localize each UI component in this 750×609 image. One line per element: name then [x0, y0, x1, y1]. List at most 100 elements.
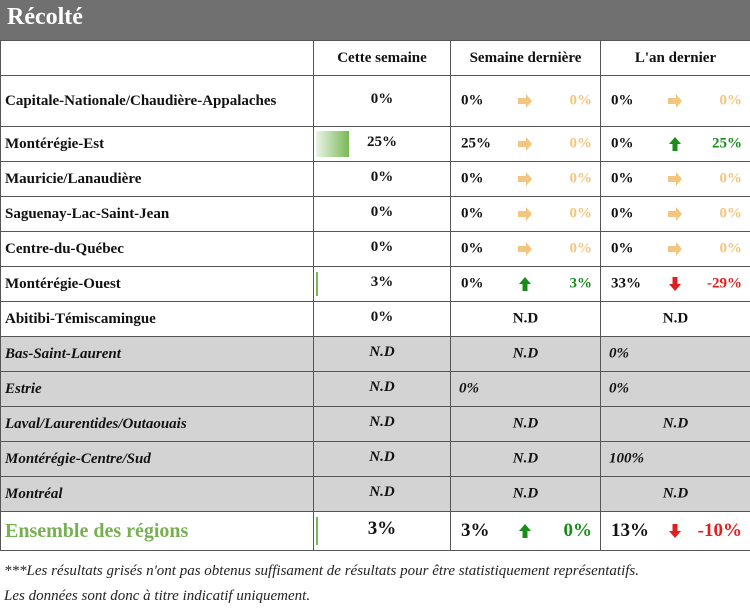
- right-arrow-icon: [518, 137, 532, 151]
- last-week-cell: 0% 0%: [450, 75, 601, 127]
- not-available-label: N.D: [662, 485, 689, 502]
- this-week-cell: N.D: [313, 336, 451, 372]
- region-name: Capitale-Nationale/Chaudière-Appalaches: [0, 75, 314, 127]
- this-week-value: 0%: [370, 238, 394, 255]
- progress-bar: [316, 517, 318, 545]
- change-value: 0%: [563, 520, 593, 541]
- this-week-value: 3%: [370, 273, 394, 290]
- region-name: Laval/Laurentides/Outaouais: [0, 406, 314, 442]
- table-row: Abitibi-Témiscamingue 0% N.D N.D: [0, 301, 750, 337]
- last-year-cell: N.D: [600, 476, 750, 512]
- up-arrow-icon: [669, 137, 681, 151]
- last-week-cell: 3% 0%: [450, 511, 601, 551]
- region-name: Estrie: [0, 371, 314, 407]
- total-row: Ensemble des régions 3% 3% 0% 13% -10%: [0, 511, 750, 551]
- change-value: 0%: [719, 170, 743, 187]
- table-row: Mauricie/Lanaudière 0% 0% 0% 0% 0%: [0, 161, 750, 197]
- last-year-cell: 0% 0%: [600, 196, 750, 232]
- page-header: Récolté: [0, 0, 750, 40]
- table-row: Centre-du-Québec 0% 0% 0% 0% 0%: [0, 231, 750, 267]
- last-year-cell: N.D: [600, 301, 750, 337]
- this-week-value: 25%: [367, 133, 397, 150]
- this-week-cell: 3%: [313, 266, 451, 302]
- last-year-cell: 33% -29%: [600, 266, 750, 302]
- right-arrow-icon: [518, 94, 532, 108]
- region-name: Bas-Saint-Laurent: [0, 336, 314, 372]
- harvest-table: Cette semaine Semaine dernière L'an dern…: [0, 40, 750, 551]
- previous-value: 0%: [611, 135, 634, 152]
- table-row: Estrie N.D 0% 0%: [0, 371, 750, 407]
- last-week-cell: N.D: [450, 441, 601, 477]
- table-row: Capitale-Nationale/Chaudière-Appalaches 0…: [0, 75, 750, 127]
- region-name: Ensemble des régions: [0, 511, 314, 551]
- previous-value: 0%: [611, 92, 634, 109]
- change-value: -10%: [697, 520, 742, 541]
- previous-value: 0%: [609, 380, 629, 397]
- progress-bar: [316, 131, 349, 157]
- region-name: Saguenay-Lac-Saint-Jean: [0, 196, 314, 232]
- last-week-cell: 0% 0%: [450, 196, 601, 232]
- previous-value: 25%: [461, 135, 491, 152]
- last-week-cell: 25% 0%: [450, 126, 601, 162]
- last-week-cell: N.D: [450, 301, 601, 337]
- last-year-cell: 0% 25%: [600, 126, 750, 162]
- previous-value: 0%: [461, 240, 484, 257]
- column-header-last-week: Semaine dernière: [450, 40, 601, 76]
- change-value: 0%: [569, 135, 593, 152]
- last-year-cell: 0%: [600, 371, 750, 407]
- this-week-cell: 0%: [313, 196, 451, 232]
- this-week-value: 0%: [370, 168, 394, 185]
- footnote-line-1: ***Les résultats grisés n'ont pas obtenu…: [4, 563, 640, 579]
- change-value: 0%: [569, 205, 593, 222]
- table-row: Laval/Laurentides/Outaouais N.D N.D N.D: [0, 406, 750, 442]
- change-value: 0%: [569, 170, 593, 187]
- last-year-cell: 0% 0%: [600, 231, 750, 267]
- previous-value: 0%: [611, 240, 634, 257]
- table-row: Bas-Saint-Laurent N.D N.D 0%: [0, 336, 750, 372]
- right-arrow-icon: [668, 94, 682, 108]
- previous-value: 0%: [611, 170, 634, 187]
- change-value: 0%: [719, 240, 743, 257]
- change-value: -29%: [707, 275, 742, 292]
- change-value: 0%: [719, 205, 743, 222]
- previous-value: 0%: [461, 205, 484, 222]
- right-arrow-icon: [668, 172, 682, 186]
- down-arrow-icon: [669, 277, 681, 291]
- table-row: Montérégie-Centre/Sud N.D N.D 100%: [0, 441, 750, 477]
- previous-value: 0%: [609, 345, 629, 362]
- previous-value: 0%: [611, 205, 634, 222]
- not-available-label: N.D: [512, 450, 539, 467]
- this-week-cell: 0%: [313, 231, 451, 267]
- this-week-cell: N.D: [313, 371, 451, 407]
- this-week-value: 0%: [370, 308, 394, 325]
- region-name: Montérégie-Est: [0, 126, 314, 162]
- previous-value: 0%: [459, 380, 479, 397]
- change-value: 25%: [712, 135, 742, 152]
- this-week-value: N.D: [369, 483, 395, 500]
- last-week-cell: N.D: [450, 336, 601, 372]
- up-arrow-icon: [519, 524, 531, 538]
- table-header-row: Cette semaine Semaine dernière L'an dern…: [0, 40, 750, 76]
- not-available-label: N.D: [662, 415, 689, 432]
- last-week-cell: N.D: [450, 406, 601, 442]
- last-week-cell: 0% 0%: [450, 161, 601, 197]
- last-week-cell: 0% 3%: [450, 266, 601, 302]
- last-year-cell: 13% -10%: [600, 511, 750, 551]
- page-title: Récolté: [7, 4, 83, 30]
- this-week-cell: N.D: [313, 476, 451, 512]
- change-value: 3%: [569, 275, 593, 292]
- not-available-label: N.D: [512, 310, 539, 327]
- right-arrow-icon: [668, 242, 682, 256]
- this-week-value: N.D: [369, 413, 395, 430]
- table-row: Montréal N.D N.D N.D: [0, 476, 750, 512]
- previous-value: 13%: [611, 520, 649, 541]
- column-header-this-week: Cette semaine: [313, 40, 451, 76]
- footnote-line-2: Les données sont donc à titre indicatif …: [4, 588, 311, 604]
- last-year-cell: 0%: [600, 336, 750, 372]
- this-week-value: N.D: [369, 343, 395, 360]
- region-name: Abitibi-Témiscamingue: [0, 301, 314, 337]
- this-week-cell: N.D: [313, 406, 451, 442]
- this-week-cell: 0%: [313, 301, 451, 337]
- last-year-cell: 0% 0%: [600, 161, 750, 197]
- column-header-region: [0, 40, 314, 76]
